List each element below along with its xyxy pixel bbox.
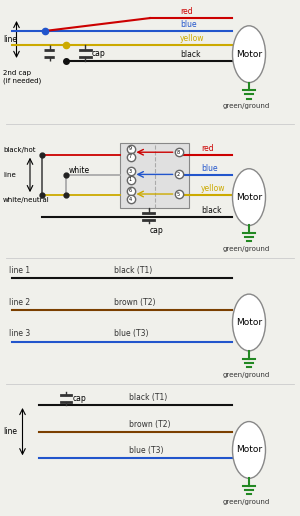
- Text: 7: 7: [129, 154, 132, 159]
- Text: green/ground: green/ground: [222, 372, 270, 378]
- Text: cap: cap: [150, 226, 164, 235]
- Text: 4: 4: [129, 197, 132, 202]
- Circle shape: [232, 422, 266, 478]
- Text: line 2: line 2: [9, 298, 30, 307]
- Text: line: line: [3, 172, 16, 178]
- Text: black (T1): black (T1): [129, 393, 167, 402]
- Text: Motor: Motor: [236, 50, 262, 59]
- Text: Motor: Motor: [236, 445, 262, 455]
- Text: cap: cap: [92, 49, 106, 58]
- Text: brown (T2): brown (T2): [114, 298, 155, 307]
- Text: 2nd cap
(if needed): 2nd cap (if needed): [3, 70, 41, 84]
- Text: brown (T2): brown (T2): [129, 420, 170, 429]
- Text: blue: blue: [180, 20, 196, 29]
- Text: line: line: [3, 427, 17, 436]
- Circle shape: [232, 169, 266, 225]
- Text: 2: 2: [177, 172, 180, 177]
- Text: blue: blue: [201, 165, 217, 173]
- Text: white: white: [69, 166, 90, 175]
- Text: black/hot: black/hot: [3, 147, 35, 153]
- Text: green/ground: green/ground: [222, 103, 270, 109]
- Circle shape: [232, 26, 266, 83]
- Text: green/ground: green/ground: [222, 246, 270, 252]
- Text: 8: 8: [177, 150, 180, 155]
- Text: Motor: Motor: [236, 318, 262, 327]
- Text: line 1: line 1: [9, 266, 30, 275]
- Text: black: black: [180, 50, 200, 59]
- Text: 5: 5: [177, 191, 180, 197]
- Text: black (T1): black (T1): [114, 266, 152, 275]
- Text: 3: 3: [129, 169, 132, 174]
- Text: 9: 9: [129, 146, 132, 151]
- Text: cap: cap: [73, 394, 86, 403]
- Text: line 3: line 3: [9, 330, 30, 338]
- Text: black: black: [201, 206, 221, 215]
- Text: Motor: Motor: [236, 192, 262, 202]
- Text: 6: 6: [129, 188, 132, 194]
- Text: 1: 1: [129, 177, 132, 182]
- Text: blue (T3): blue (T3): [114, 330, 148, 338]
- Circle shape: [232, 294, 266, 351]
- Text: green/ground: green/ground: [222, 499, 270, 505]
- FancyBboxPatch shape: [120, 143, 189, 208]
- Text: red: red: [201, 144, 214, 153]
- Text: yellow: yellow: [201, 184, 226, 193]
- Text: blue (T3): blue (T3): [129, 446, 164, 455]
- Text: red: red: [180, 7, 193, 16]
- Text: white/neutral: white/neutral: [3, 197, 50, 203]
- Text: line: line: [3, 35, 17, 44]
- Text: yellow: yellow: [180, 35, 205, 43]
